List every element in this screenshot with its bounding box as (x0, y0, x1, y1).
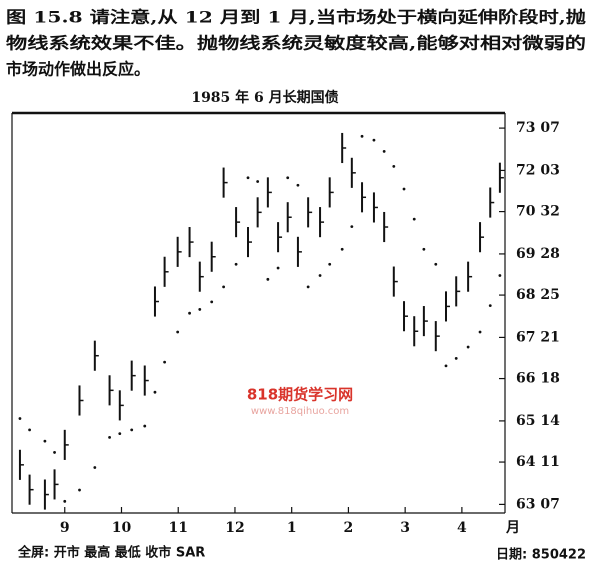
sar-dot (28, 428, 31, 432)
sar-dot (422, 247, 426, 251)
sar-dot (130, 428, 134, 432)
header-line: 市场动作做出反应。 (6, 60, 150, 79)
sar-dot (246, 176, 250, 180)
y-tick-label: 65 14 (516, 413, 560, 429)
sar-dot (488, 304, 492, 308)
sar-dot (318, 274, 322, 277)
y-tick-label: 68 25 (516, 287, 560, 303)
y-tick-label: 63 07 (516, 496, 560, 512)
sar-dot (163, 360, 167, 364)
sar-dot (266, 277, 270, 281)
sar-dot (454, 356, 458, 360)
y-tick-label: 70 32 (516, 204, 560, 220)
sar-dot (434, 262, 438, 266)
sar-dot (392, 165, 396, 168)
x-tick-label: 4 (457, 520, 467, 536)
sar-dot (372, 138, 376, 142)
y-tick-label: 66 18 (516, 371, 560, 387)
sar-dot (466, 345, 470, 349)
sar-dot (63, 499, 67, 503)
y-tick-label: 64 11 (516, 454, 560, 470)
footer-date: 日期: 850422 (496, 548, 586, 563)
sar-dot (402, 187, 406, 191)
x-tick-label: 2 (344, 520, 354, 536)
sar-dot (350, 225, 354, 229)
sar-dot (276, 266, 280, 270)
chart-title: 1985 年 6 月长期国债 (191, 89, 338, 106)
x-tick-label: 3 (400, 520, 410, 536)
sar-dot (176, 330, 180, 334)
sar-dot (256, 180, 260, 183)
sar-dot (498, 274, 502, 277)
sar-dot (340, 247, 344, 251)
sar-dot (286, 176, 290, 180)
x-tick-label: 10 (112, 520, 132, 536)
header-line: 物线系统效果不佳。抛物线系统灵敏度较高,能够对相对微弱的 (6, 34, 586, 53)
watermark-url: www.818qihuo.com (251, 406, 349, 417)
x-axis-label: 月 (505, 520, 520, 536)
sar-dot (78, 488, 81, 492)
header-line: 图 15.8 请注意,从 12 月到 1 月,当市场处于横向延伸阶段时,抛 (6, 8, 586, 27)
sar-dot (210, 300, 214, 304)
sar-dot (412, 217, 416, 221)
footer-legend: 全屏: 开市 最高 最低 收市 SAR (17, 545, 205, 561)
sar-dot (43, 439, 47, 443)
sar-dot (153, 390, 157, 394)
x-tick-label: 9 (60, 520, 70, 536)
sar-dot (478, 330, 482, 334)
sar-dot (93, 466, 97, 469)
y-tick-label: 69 28 (516, 246, 560, 262)
sar-dot (360, 134, 364, 138)
sar-dot (108, 435, 111, 439)
sar-dot (222, 285, 226, 289)
x-tick-label: 11 (168, 520, 187, 536)
sar-dot (444, 364, 448, 368)
sar-dot (188, 311, 191, 315)
sar-dot (198, 308, 202, 311)
sar-dot (382, 149, 386, 153)
y-tick-label: 73 07 (516, 120, 560, 136)
sar-dot (306, 285, 310, 289)
sar-dot (234, 262, 238, 266)
y-tick-label: 67 21 (516, 329, 560, 345)
sar-dot (53, 451, 56, 454)
x-tick-label: 1 (287, 520, 297, 536)
sar-dot (118, 432, 122, 436)
sar-dot (328, 262, 332, 266)
sar-dot (296, 183, 300, 187)
watermark-logo: 818期货学习网 (247, 386, 353, 404)
x-tick-label: 12 (225, 520, 244, 536)
sar-dot (18, 417, 22, 420)
sar-dot (143, 424, 147, 428)
y-tick-label: 72 03 (516, 162, 560, 178)
